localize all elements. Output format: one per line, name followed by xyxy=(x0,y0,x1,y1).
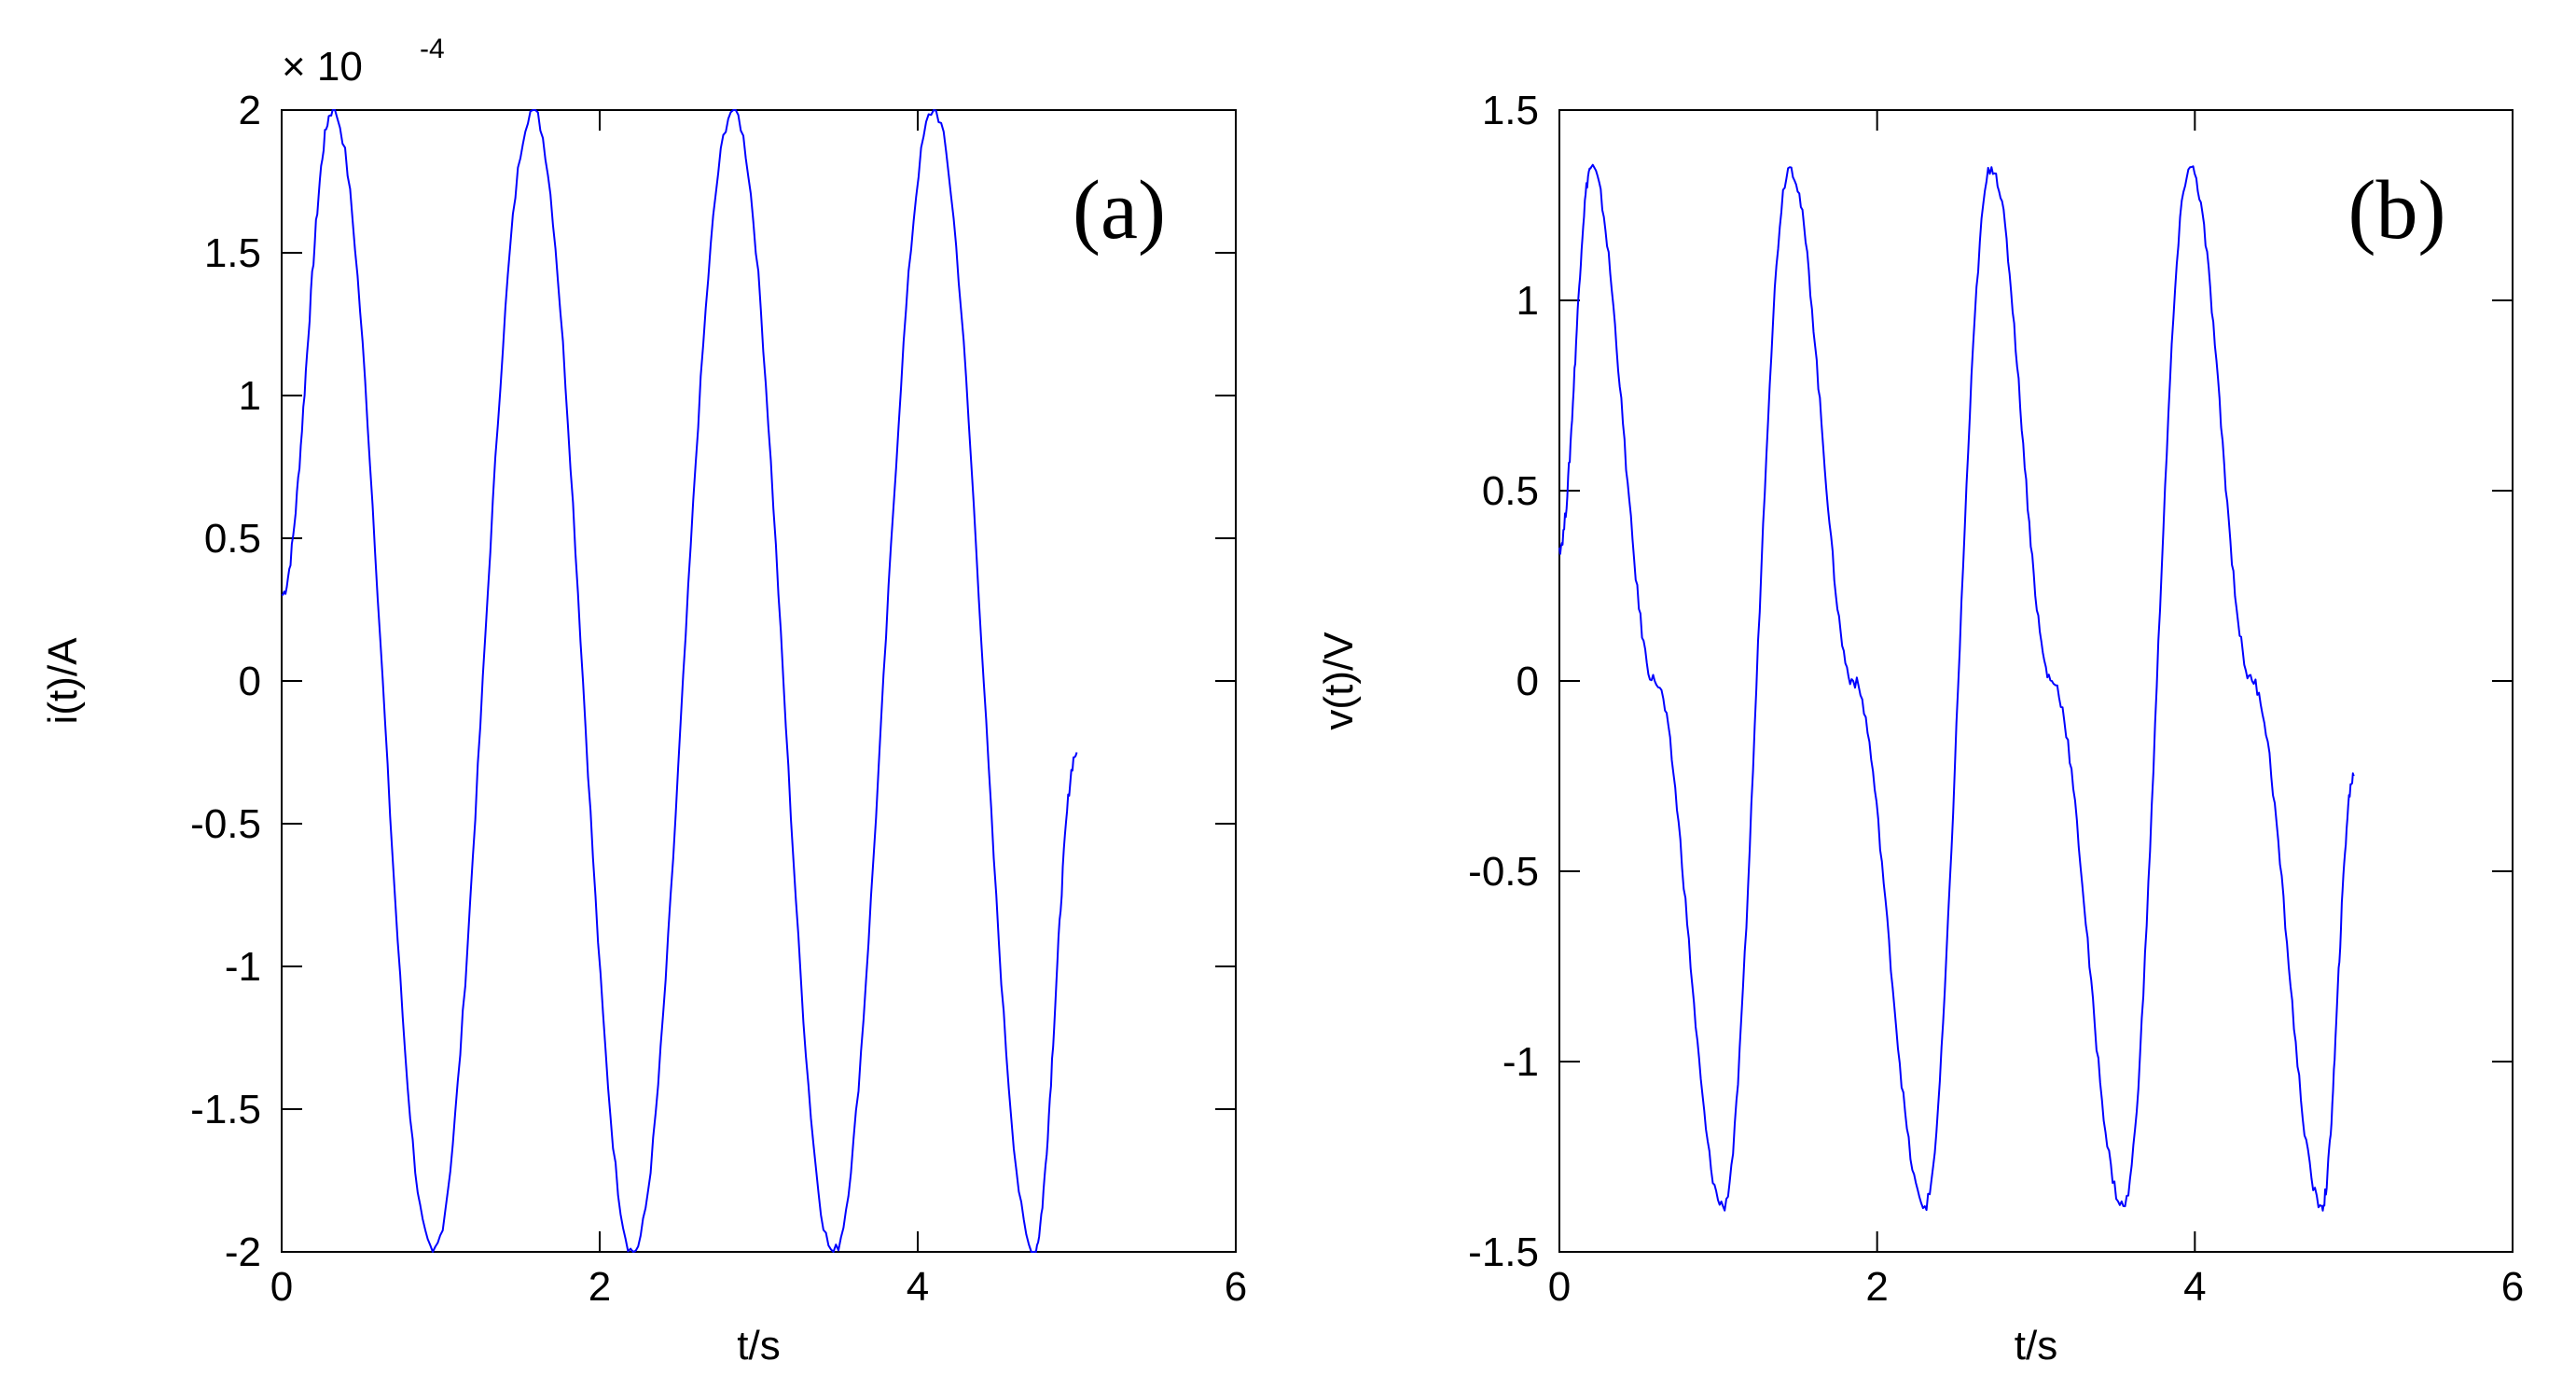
y-axis-label: i(t)/A xyxy=(40,637,86,725)
x-tick-label: 0 xyxy=(270,1264,293,1310)
scale-multiplier: × 10 xyxy=(282,44,363,90)
y-tick-label: 2 xyxy=(239,88,261,133)
y-tick-label: -2 xyxy=(225,1229,261,1275)
panel-label: (a) xyxy=(1073,164,1166,257)
x-tick-label: 6 xyxy=(2501,1264,2524,1310)
x-tick-label: 0 xyxy=(1548,1264,1571,1310)
x-tick-label: 2 xyxy=(1865,1264,1888,1310)
y-tick-label: -1.5 xyxy=(1468,1229,1539,1275)
panel-a: 0 2 4 6 -2 -1.5 -1 -0.5 0 0.5 1 1.5 2 t/s i(t)/A (a) × 1… xyxy=(40,34,1247,1368)
y-tick-label: -0.5 xyxy=(1468,849,1539,895)
y-tick-label: 0.5 xyxy=(1482,468,1539,514)
y-tick-label: 1.5 xyxy=(1482,88,1539,133)
y-tick-label: -1.5 xyxy=(190,1087,261,1132)
x-tick-label: 6 xyxy=(1225,1264,1247,1310)
y-axis-label: v(t)/V xyxy=(1316,632,1362,730)
y-tick-label: 0 xyxy=(1517,659,1539,704)
series-line xyxy=(281,109,1078,1253)
y-tick-label: -1 xyxy=(225,944,261,990)
panel-b: 0 2 4 6 -1.5 -1 -0.5 0 0.5 1 1.5 t/s v(t)/V (b) xyxy=(1316,88,2524,1368)
panel-label: (b) xyxy=(2348,164,2446,257)
y-tick-label: 1 xyxy=(1517,278,1539,324)
y-tick-label: 1.5 xyxy=(204,230,261,276)
x-tick-label: 2 xyxy=(589,1264,611,1310)
x-axis-label: t/s xyxy=(737,1323,780,1368)
y-tick-label: 1 xyxy=(239,373,261,419)
y-tick-label: 0 xyxy=(239,659,261,704)
x-axis-label: t/s xyxy=(2015,1323,2057,1368)
series-line xyxy=(1558,163,2355,1212)
y-tick-label: -1 xyxy=(1503,1039,1539,1085)
scale-exponent: -4 xyxy=(420,34,445,64)
x-tick-label: 4 xyxy=(2183,1264,2206,1310)
x-tick-label: 4 xyxy=(907,1264,929,1310)
y-tick-label: -0.5 xyxy=(190,801,261,847)
y-tick-label: 0.5 xyxy=(204,516,261,562)
